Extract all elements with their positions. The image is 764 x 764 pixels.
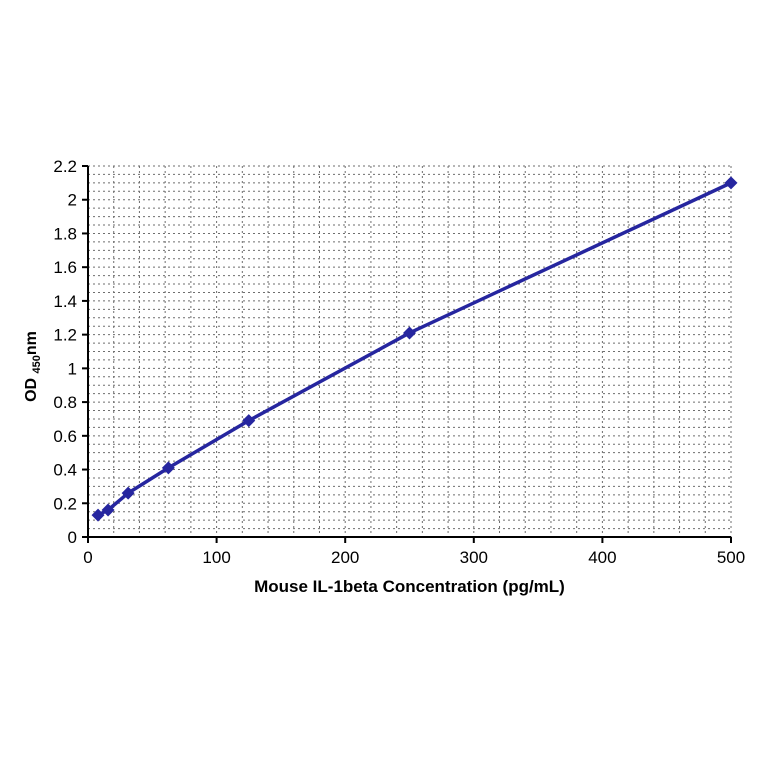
y-tick-label: 2.2 xyxy=(53,157,77,176)
y-tick-label: 0.4 xyxy=(53,461,77,480)
y-tick-label: 0.6 xyxy=(53,427,77,446)
y-tick-label: 0.8 xyxy=(53,393,77,412)
x-tick-label: 500 xyxy=(717,548,745,567)
y-tick-label: 0.2 xyxy=(53,494,77,513)
y-tick-label: 1.2 xyxy=(53,326,77,345)
y-tick-label: 2 xyxy=(68,191,77,210)
data-point-marker xyxy=(91,508,105,522)
x-tick-label: 0 xyxy=(83,548,92,567)
x-tick-label: 200 xyxy=(331,548,359,567)
x-tick-label: 400 xyxy=(588,548,616,567)
series-line xyxy=(96,181,733,517)
data-point-marker xyxy=(242,414,256,428)
x-axis-title: Mouse IL-1beta Concentration (pg/mL) xyxy=(254,577,565,596)
gridlines xyxy=(87,165,732,538)
y-tick-label: 0 xyxy=(68,528,77,547)
y-tick-label: 1.4 xyxy=(53,292,77,311)
y-tick-label: 1.6 xyxy=(53,258,77,277)
data-point-marker xyxy=(724,176,738,190)
data-point-marker xyxy=(101,503,115,517)
x-tick-label: 300 xyxy=(460,548,488,567)
data-point-marker xyxy=(403,326,416,340)
y-tick-label: 1 xyxy=(68,359,77,378)
y-axis-title: OD 450nm xyxy=(23,331,43,402)
data-point-marker xyxy=(161,461,175,475)
data-point-marker xyxy=(121,486,135,500)
y-tick-label: 1.8 xyxy=(53,224,77,243)
x-tick-label: 100 xyxy=(202,548,230,567)
